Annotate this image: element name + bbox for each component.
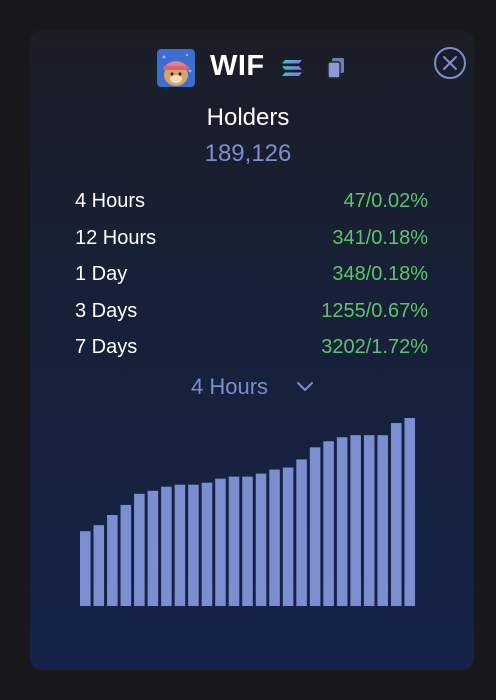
stat-value: 47/0.02% (343, 190, 428, 212)
token-name: WIF (210, 50, 265, 82)
copy-icon[interactable] (325, 56, 347, 80)
stat-row-12-hours: 12 Hours 341/0.18% (75, 223, 428, 260)
holders-count: 189,126 (204, 140, 292, 167)
stat-row-7-days: 7 Days 3202/1.72% (75, 332, 428, 369)
stat-row-1-day: 1 Day 348/0.18% (75, 259, 428, 296)
chevron-down-icon[interactable] (296, 379, 314, 393)
stat-row-3-days: 3 Days 1255/0.67% (75, 296, 428, 333)
stat-label: 3 Days (75, 299, 138, 322)
stat-label: 7 Days (75, 336, 138, 358)
holders-label: Holders (206, 104, 290, 131)
stat-value: 1255/0.67% (321, 299, 428, 322)
stat-label: 4 Hours (75, 190, 146, 212)
stat-value: 348/0.18% (332, 263, 428, 285)
stat-value: 341/0.18% (332, 226, 428, 249)
stat-value: 3202/1.72% (321, 336, 428, 358)
stat-row-4-hours: 4 Hours 47/0.02% (75, 186, 428, 223)
token-avatar (157, 49, 195, 87)
period-selector[interactable]: 4 Hours (191, 374, 269, 399)
close-icon[interactable] (433, 46, 467, 80)
token-header: WIF (0, 46, 496, 87)
solana-icon (281, 59, 303, 77)
stat-label: 1 Day (75, 263, 128, 285)
holders-change-list: 4 Hours 47/0.02% 12 Hours 341/0.18% 1 Da… (75, 186, 428, 369)
stat-label: 12 Hours (75, 226, 157, 249)
